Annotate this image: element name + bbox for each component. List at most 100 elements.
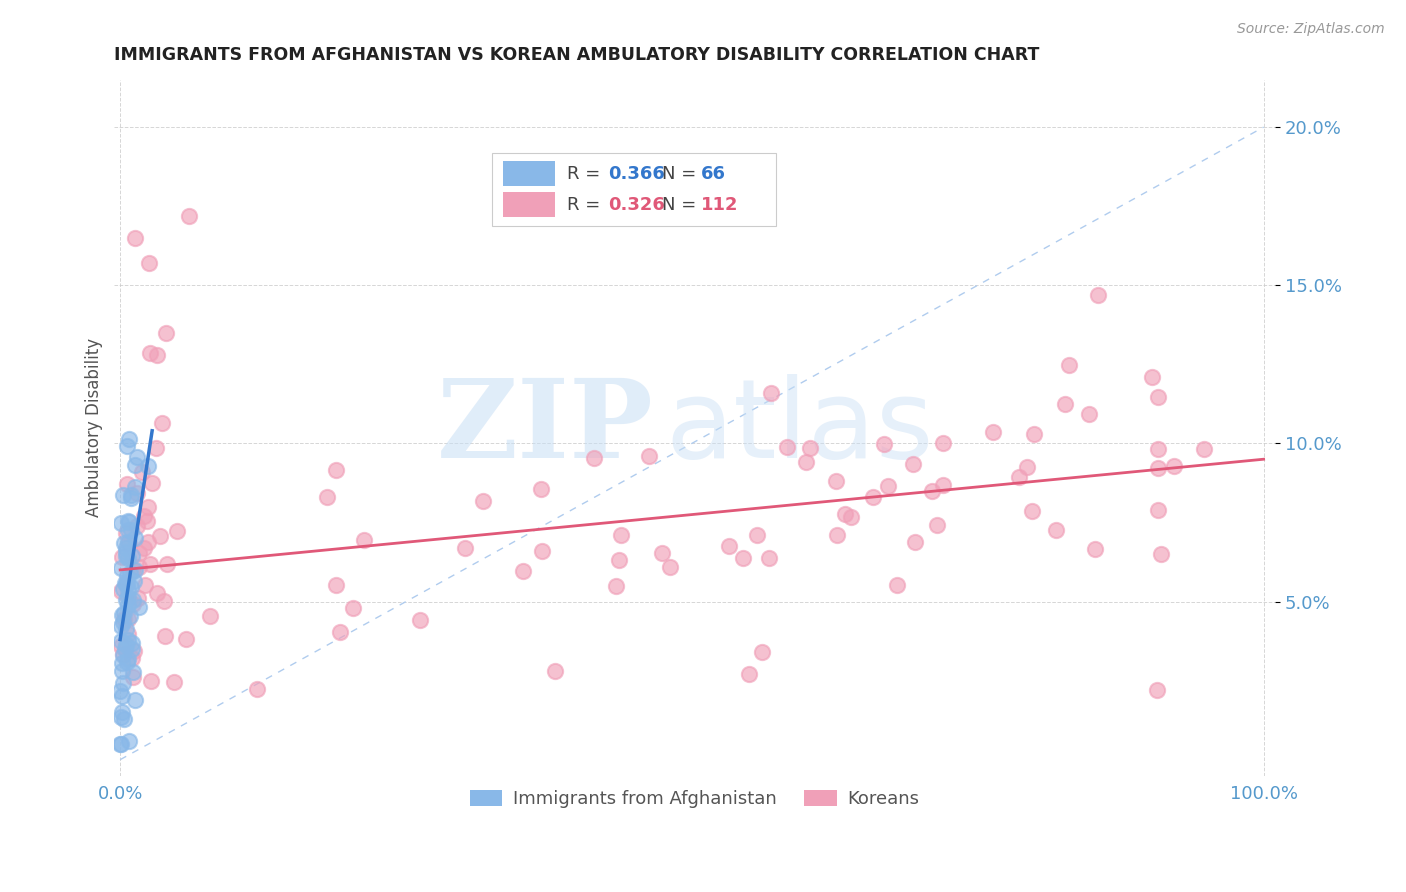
Point xyxy=(200,609,222,624)
Point xyxy=(1147,390,1170,404)
Point xyxy=(110,737,132,751)
Point xyxy=(115,576,138,591)
Point xyxy=(111,656,134,670)
Point xyxy=(932,477,955,491)
Point xyxy=(876,479,898,493)
Point xyxy=(145,441,167,455)
Point xyxy=(121,549,143,563)
Point xyxy=(776,440,799,454)
FancyBboxPatch shape xyxy=(492,153,776,226)
Point xyxy=(112,612,135,626)
Point xyxy=(409,613,432,627)
Point xyxy=(1045,524,1067,538)
Point xyxy=(115,575,138,590)
Point xyxy=(117,626,139,640)
Point xyxy=(117,590,139,604)
Point xyxy=(246,682,269,697)
Bar xyxy=(503,193,555,218)
Point xyxy=(131,465,153,479)
Point xyxy=(110,710,132,724)
Point xyxy=(136,514,159,528)
Point xyxy=(112,582,135,596)
Point xyxy=(738,667,761,681)
Point xyxy=(124,563,146,577)
Point xyxy=(110,634,132,648)
Point xyxy=(1008,470,1031,484)
Point xyxy=(794,455,817,469)
Point xyxy=(136,500,159,515)
Point xyxy=(121,642,143,657)
Point xyxy=(1087,287,1109,301)
Point xyxy=(114,641,136,656)
Point xyxy=(862,490,884,504)
Point xyxy=(353,533,375,548)
Point xyxy=(118,536,141,550)
Point xyxy=(115,622,138,636)
Point xyxy=(530,482,553,496)
Point xyxy=(145,348,167,362)
Point xyxy=(1054,397,1077,411)
Point xyxy=(758,551,780,566)
Point xyxy=(117,598,139,612)
Point xyxy=(128,559,150,574)
Point xyxy=(605,579,627,593)
Point xyxy=(124,531,146,545)
Point xyxy=(118,734,141,748)
Point xyxy=(120,581,142,595)
Point xyxy=(512,564,534,578)
Point xyxy=(118,515,141,529)
Point xyxy=(110,516,132,531)
Point xyxy=(121,651,143,665)
Point xyxy=(1017,460,1039,475)
Point xyxy=(834,507,856,521)
Point xyxy=(124,231,146,245)
Point xyxy=(825,475,848,489)
Text: IMMIGRANTS FROM AFGHANISTAN VS KOREAN AMBULATORY DISABILITY CORRELATION CHART: IMMIGRANTS FROM AFGHANISTAN VS KOREAN AM… xyxy=(114,46,1040,64)
Point xyxy=(751,645,773,659)
Point xyxy=(118,433,141,447)
Text: 112: 112 xyxy=(700,196,738,214)
Point xyxy=(117,550,139,565)
Point xyxy=(139,557,162,571)
Point xyxy=(607,553,630,567)
Point xyxy=(124,480,146,494)
Point xyxy=(124,692,146,706)
Point xyxy=(1021,504,1043,518)
Point xyxy=(136,535,159,549)
Point xyxy=(111,689,134,703)
Point xyxy=(1192,442,1215,457)
Point xyxy=(120,566,142,581)
Point xyxy=(118,609,141,624)
Point xyxy=(141,476,163,491)
Point xyxy=(128,546,150,560)
Text: ZIP: ZIP xyxy=(437,374,654,481)
Legend: Immigrants from Afghanistan, Koreans: Immigrants from Afghanistan, Koreans xyxy=(463,782,927,815)
Point xyxy=(166,524,188,538)
Point xyxy=(156,558,179,572)
Point xyxy=(138,256,160,270)
Point xyxy=(543,664,565,678)
Point xyxy=(127,486,149,500)
Point xyxy=(1163,459,1185,474)
Point xyxy=(115,525,138,540)
Point xyxy=(120,523,142,537)
Point xyxy=(124,574,146,589)
Point xyxy=(609,528,631,542)
Point xyxy=(124,458,146,472)
Point xyxy=(1146,683,1168,698)
Point xyxy=(117,569,139,583)
Point xyxy=(120,491,142,505)
Point xyxy=(163,674,186,689)
Point xyxy=(718,539,741,553)
Point xyxy=(111,647,134,661)
Point xyxy=(120,488,142,502)
Point xyxy=(761,385,783,400)
Point xyxy=(1147,502,1170,516)
Point xyxy=(659,560,682,574)
Point xyxy=(150,416,173,430)
Point xyxy=(117,524,139,538)
Point xyxy=(638,449,661,463)
Text: 66: 66 xyxy=(700,165,725,183)
Bar xyxy=(503,161,555,186)
Point xyxy=(342,601,364,615)
